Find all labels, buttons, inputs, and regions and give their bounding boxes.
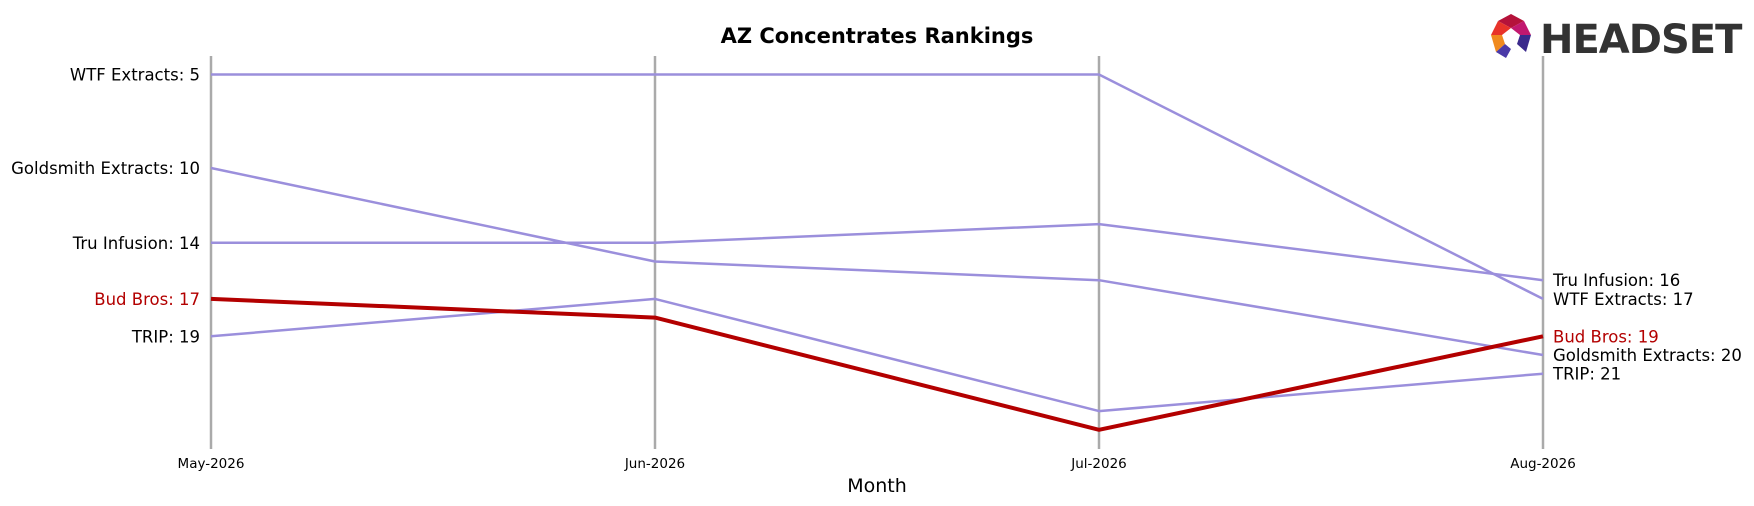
x-tick-label: Jun-2026 [624,456,685,472]
end-label-bud-bros: Bud Bros: 19 [1553,327,1659,346]
x-axis-title: Month [847,475,907,497]
end-label-wtf-extracts: WTF Extracts: 17 [1553,290,1694,309]
start-label-trip: TRIP: 19 [131,327,200,346]
start-label-goldsmith-extracts: Goldsmith Extracts: 10 [11,159,200,178]
x-tick-labels: May-2026 Jun-2026 Jul-2026 Aug-2026 [178,456,1576,472]
start-label-bud-bros: Bud Bros: 17 [94,290,200,309]
end-label-trip: TRIP: 21 [1552,365,1621,384]
month-gridlines [209,56,1545,449]
series-line-trip [210,297,1544,413]
series-lines [210,73,1544,432]
series-line-wtf-extracts [211,73,1544,301]
chart-title: AZ Concentrates Rankings [721,24,1034,48]
start-label-wtf-extracts: WTF Extracts: 5 [70,66,200,85]
headset-logo-icon [1491,14,1531,58]
x-tick-label: Jul-2026 [1070,456,1127,472]
series-line-tru-infusion [211,222,1544,282]
x-tick-label: Aug-2026 [1510,456,1576,472]
headset-wordmark: HEADSET [1540,17,1743,63]
end-label-goldsmith-extracts: Goldsmith Extracts: 20 [1553,346,1742,365]
series-line-goldsmith-extracts [210,166,1544,357]
series-line-bud-bros [210,296,1544,432]
end-label-tru-infusion: Tru Infusion: 16 [1552,271,1680,290]
start-label-tru-infusion: Tru Infusion: 14 [72,234,200,253]
series-end-labels: WTF Extracts: 5 WTF Extracts: 17 Goldsmith… [11,66,1742,384]
x-tick-label: May-2026 [178,456,245,472]
headset-logo: HEADSET [1491,14,1744,63]
